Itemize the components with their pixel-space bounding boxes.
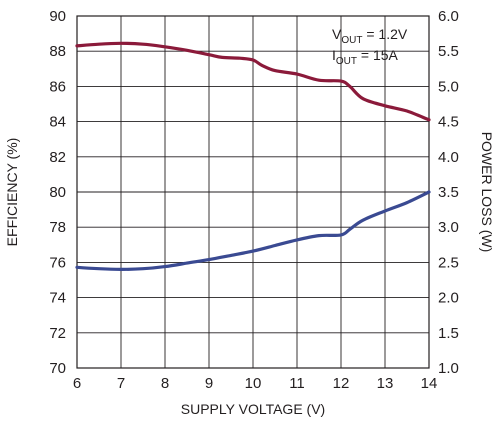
x-axis-title: SUPPLY VOLTAGE (V) <box>181 401 325 417</box>
y-left-tick-label-70: 70 <box>49 360 66 377</box>
x-tick-label-13: 13 <box>377 375 394 392</box>
y-right-tick-label-1.0: 1.0 <box>438 360 459 377</box>
y-left-tick-label-74: 74 <box>49 290 66 307</box>
y-right-tick-label-5.0: 5.0 <box>438 78 459 95</box>
annotation-iout-value: = 15A <box>357 47 399 63</box>
power-loss-line <box>75 190 431 271</box>
y-left-tick-label-72: 72 <box>49 325 66 342</box>
y-axis-left-title: EFFICIENCY (%) <box>4 138 20 247</box>
annotation-vout: VOUT = 1.2V <box>332 26 408 46</box>
annotation-vout-subscript: OUT <box>341 35 362 46</box>
y-left-tick-label-78: 78 <box>49 219 66 236</box>
y-left-tick-label-88: 88 <box>49 43 66 60</box>
efficiency-line <box>75 41 431 122</box>
x-tick-label-7: 7 <box>117 375 125 392</box>
y-right-tick-label-4.5: 4.5 <box>438 114 459 131</box>
series-layer <box>75 41 431 271</box>
x-tick-label-11: 11 <box>289 375 305 392</box>
x-tick-label-10: 10 <box>245 375 262 392</box>
y-right-tick-label-4.0: 4.0 <box>438 149 459 166</box>
x-tick-label-6: 6 <box>73 375 81 392</box>
grid-lines <box>76 15 430 369</box>
annotation-vout-main: V <box>332 26 342 42</box>
annotation-iout-main: I <box>332 47 336 63</box>
y-left-tick-label-76: 76 <box>49 254 66 271</box>
y-left-tick-label-82: 82 <box>49 149 66 166</box>
y-right-tick-label-6.0: 6.0 <box>438 8 459 25</box>
x-tick-label-8: 8 <box>161 375 169 392</box>
y-right-tick-label-1.5: 1.5 <box>438 325 459 342</box>
x-tick-label-12: 12 <box>333 375 350 392</box>
y-left-tick-label-84: 84 <box>49 114 66 131</box>
tick-labels: 6 7 8 9 10 11 12 13 1470727476788082848688901.01… <box>49 8 459 392</box>
y-right-tick-label-3.5: 3.5 <box>438 184 459 201</box>
y-right-tick-label-2.0: 2.0 <box>438 290 459 307</box>
y-left-tick-label-90: 90 <box>49 8 66 25</box>
y-right-tick-label-2.5: 2.5 <box>438 254 459 271</box>
y-right-tick-label-3.0: 3.0 <box>438 219 459 236</box>
annotation-iout: IOUT = 15A <box>332 47 399 67</box>
annotation-iout-subscript: OUT <box>336 56 357 67</box>
y-left-tick-label-80: 80 <box>49 184 66 201</box>
annotation-vout-value: = 1.2V <box>362 26 407 42</box>
y-left-tick-label-86: 86 <box>49 78 66 95</box>
y-right-tick-label-5.5: 5.5 <box>438 43 459 60</box>
y-axis-right-title: POWER LOSS (W) <box>479 132 495 253</box>
x-tick-label-14: 14 <box>421 375 438 392</box>
x-tick-label-9: 9 <box>205 375 213 392</box>
